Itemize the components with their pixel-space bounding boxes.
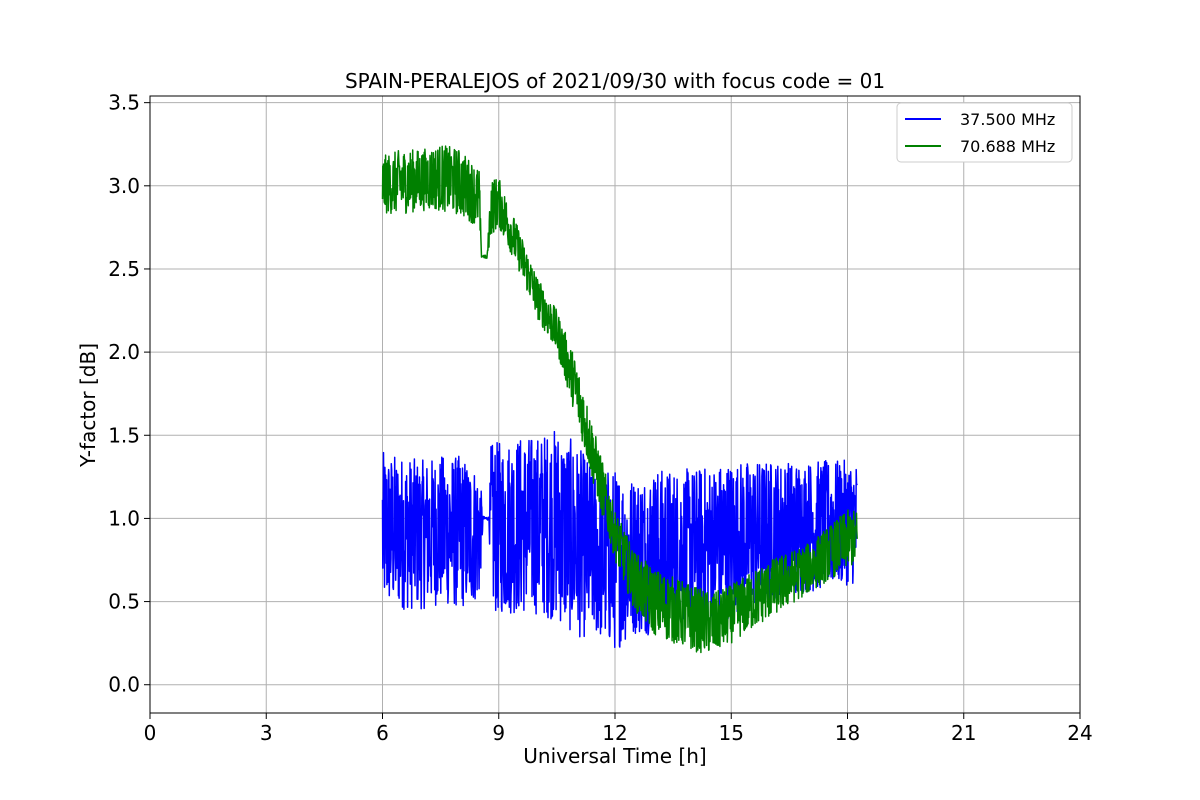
- y-axis-label: Y-factor [dB]: [76, 343, 100, 468]
- x-tick-label: 18: [835, 721, 860, 745]
- x-tick-label: 0: [144, 721, 157, 745]
- y-tick-label: 3.5: [108, 91, 140, 115]
- x-tick-label: 6: [376, 721, 389, 745]
- series-line-1: [381, 145, 858, 654]
- y-tick-label: 2.0: [108, 340, 140, 364]
- plot-frame: [149, 95, 1081, 714]
- x-tick-label: 21: [951, 721, 976, 745]
- chart-title: SPAIN-PERALEJOS of 2021/09/30 with focus…: [345, 69, 885, 93]
- series-layer: [381, 145, 858, 654]
- tick-layer: 0 3 6 9 12 15 18 21 24 0.0 0.5 1.0 1.5 2.0 2.5 3.0 3.5: [108, 91, 1093, 745]
- y-tick-label: 1.5: [108, 423, 140, 447]
- legend: 37.500 MHz 70.688 MHz: [896, 102, 1073, 163]
- x-tick-label: 24: [1067, 721, 1092, 745]
- legend-box: [896, 102, 1073, 163]
- x-tick-label: 12: [602, 721, 627, 745]
- y-tick-label: 0.0: [108, 673, 140, 697]
- y-tick-label: 1.0: [108, 506, 140, 530]
- y-tick-label: 0.5: [108, 590, 140, 614]
- legend-label-70688: 70.688 MHz: [960, 137, 1055, 156]
- x-tick-label: 3: [260, 721, 273, 745]
- series-line-0: [381, 430, 858, 649]
- legend-label-37500: 37.500 MHz: [960, 110, 1055, 129]
- x-tick-label: 15: [719, 721, 744, 745]
- y-tick-label: 3.0: [108, 174, 140, 198]
- y-tick-label: 2.5: [108, 257, 140, 281]
- x-tick-label: 9: [492, 721, 505, 745]
- x-axis-label: Universal Time [h]: [523, 744, 706, 768]
